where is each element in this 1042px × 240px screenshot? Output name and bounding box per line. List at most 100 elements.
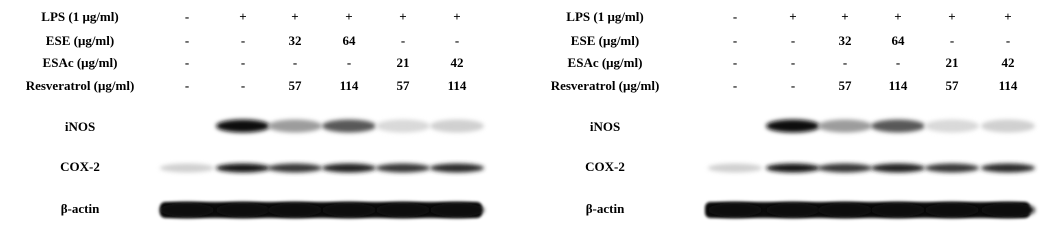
band [322, 163, 376, 173]
treatment-value: 114 [999, 78, 1018, 93]
band [430, 163, 484, 173]
treatment-value: + [399, 9, 406, 24]
treatment-value: - [950, 33, 954, 48]
treatment-value: - [791, 78, 795, 93]
treatment-value: 32 [839, 33, 852, 48]
band [925, 163, 979, 173]
blot-label: β-actin [61, 201, 100, 216]
treatment-value: + [239, 9, 246, 24]
band [766, 163, 820, 173]
treatment-label: Resveratrol (μg/ml) [26, 78, 135, 93]
blot-label: iNOS [590, 119, 620, 134]
band [322, 119, 376, 133]
treatment-label: ESE (μg/ml) [46, 33, 114, 48]
band [430, 203, 484, 217]
band [268, 163, 322, 173]
treatment-value: - [733, 33, 737, 48]
band [268, 203, 322, 217]
treatment-value: - [185, 78, 189, 93]
blot-label: β-actin [586, 201, 625, 216]
treatment-value: 42 [451, 55, 464, 70]
treatment-value: 32 [289, 33, 302, 48]
treatment-value: - [896, 55, 900, 70]
band [376, 163, 430, 173]
treatment-value: - [347, 55, 351, 70]
treatment-value: - [241, 33, 245, 48]
band [708, 163, 762, 173]
blot-label: iNOS [65, 119, 95, 134]
treatment-value: - [733, 55, 737, 70]
treatment-label: ESE (μg/ml) [571, 33, 639, 48]
blot [705, 202, 1035, 218]
band [925, 203, 979, 217]
blot [708, 163, 1035, 173]
treatment-value: - [791, 55, 795, 70]
band [766, 203, 820, 217]
treatment-value: 57 [289, 78, 303, 93]
treatment-value: 57 [946, 78, 960, 93]
band [430, 119, 484, 133]
band [925, 119, 979, 133]
treatment-label: LPS (1 μg/ml) [41, 9, 118, 24]
band [981, 203, 1035, 217]
band [871, 119, 925, 133]
treatment-value: - [241, 78, 245, 93]
blot-label: COX-2 [585, 159, 625, 174]
treatment-value: 21 [397, 55, 410, 70]
band [160, 203, 214, 217]
treatment-value: + [841, 9, 848, 24]
band [981, 163, 1035, 173]
treatment-value: 64 [343, 33, 357, 48]
band [871, 203, 925, 217]
treatment-value: - [185, 9, 189, 24]
treatment-value: - [401, 33, 405, 48]
band [818, 119, 872, 133]
treatment-value: + [894, 9, 901, 24]
band [871, 163, 925, 173]
treatment-value: 114 [889, 78, 908, 93]
treatment-label: ESAc (μg/ml) [43, 55, 118, 70]
treatment-value: - [241, 55, 245, 70]
treatment-label: LPS (1 μg/ml) [566, 9, 643, 24]
panel: LPS (1 μg/ml) - + + + + + ESE (μg/ml) - - 32 64 - - ES… [551, 9, 1035, 218]
band [216, 203, 270, 217]
treatment-value: - [843, 55, 847, 70]
band [981, 119, 1035, 133]
band [818, 163, 872, 173]
band [322, 203, 376, 217]
treatment-value: + [789, 9, 796, 24]
treatment-value: 57 [397, 78, 411, 93]
treatment-value: 114 [448, 78, 467, 93]
blot [160, 163, 484, 173]
band [160, 163, 214, 173]
treatment-value: - [185, 55, 189, 70]
treatment-value: 64 [892, 33, 906, 48]
band [376, 119, 430, 133]
treatment-value: 21 [946, 55, 959, 70]
treatment-value: - [733, 9, 737, 24]
treatment-value: 57 [839, 78, 853, 93]
blot-label: COX-2 [60, 159, 100, 174]
band [268, 119, 322, 133]
band [216, 119, 270, 133]
treatment-value: + [345, 9, 352, 24]
blot [216, 119, 484, 133]
treatment-value: - [791, 33, 795, 48]
treatment-label: ESAc (μg/ml) [568, 55, 643, 70]
blot [766, 119, 1035, 133]
treatment-value: - [455, 33, 459, 48]
treatment-value: + [291, 9, 298, 24]
band [766, 119, 820, 133]
band [376, 203, 430, 217]
treatment-value: - [733, 78, 737, 93]
treatment-value: - [185, 33, 189, 48]
treatment-value: - [293, 55, 297, 70]
treatment-value: 114 [340, 78, 359, 93]
panel: LPS (1 μg/ml) - + + + + + ESE (μg/ml) - - 32 64 - - ES… [26, 9, 484, 218]
treatment-label: Resveratrol (μg/ml) [551, 78, 660, 93]
treatment-value: + [453, 9, 460, 24]
treatment-value: - [1006, 33, 1010, 48]
blot [160, 202, 484, 218]
treatment-value: + [948, 9, 955, 24]
